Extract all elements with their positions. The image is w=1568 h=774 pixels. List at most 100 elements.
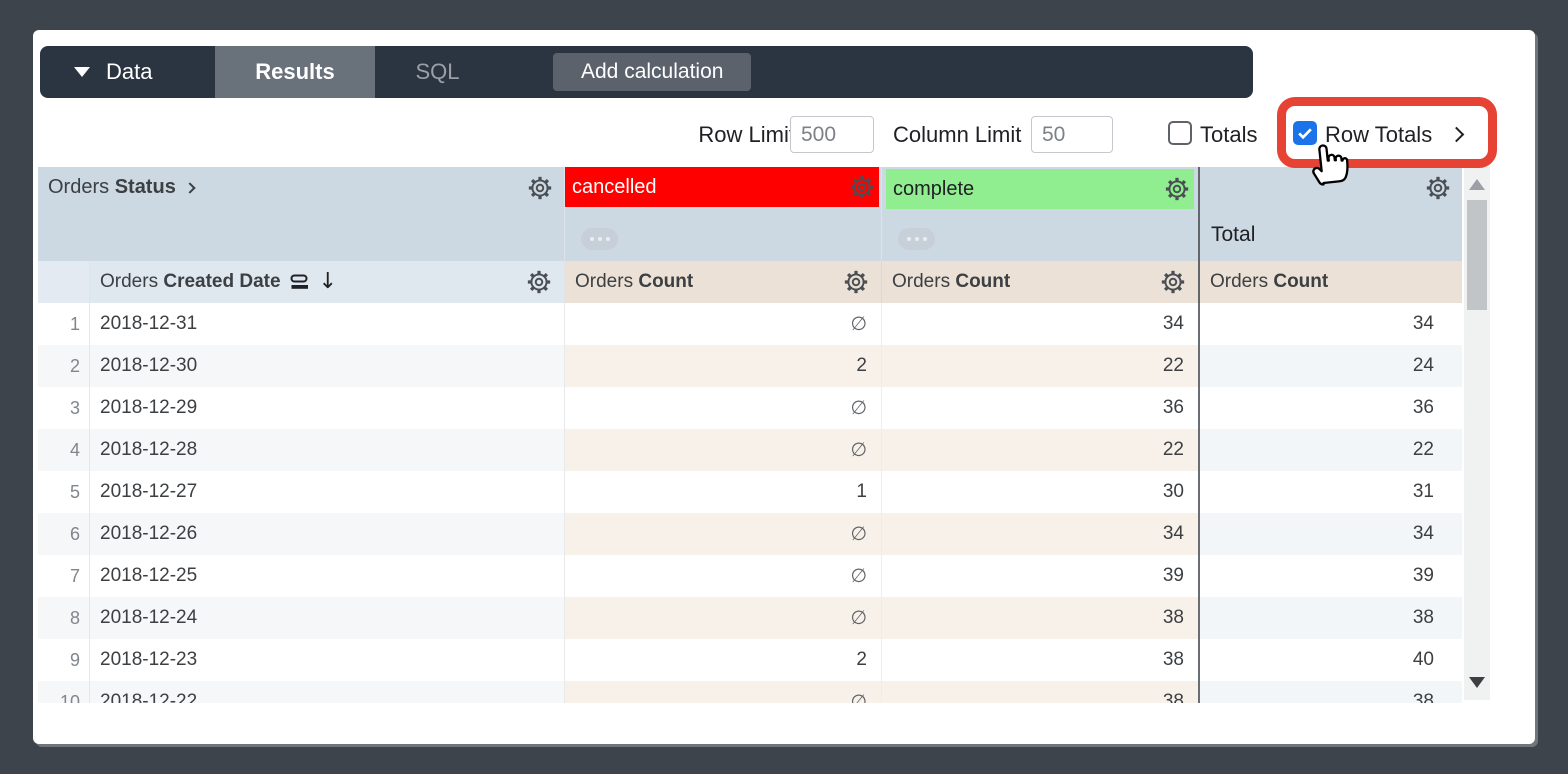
totals-checkbox[interactable] — [1168, 121, 1192, 145]
complete-count-cell[interactable]: 22 — [882, 429, 1200, 471]
complete-count-cell[interactable]: 39 — [882, 555, 1200, 597]
cancelled-count-cell[interactable]: 2 — [565, 345, 882, 387]
cell-value: 2 — [69, 355, 80, 376]
pivot-value-label: complete — [893, 177, 975, 200]
table-row: 4 2018-12-28 ∅ 22 22 — [38, 429, 1490, 471]
gear-icon[interactable] — [1425, 175, 1451, 201]
cell-value: 2018-12-28 — [100, 439, 198, 460]
date-cell[interactable]: 2018-12-31 — [90, 303, 565, 345]
date-cell[interactable]: 2018-12-23 — [90, 639, 565, 681]
row-total-cell[interactable]: 22 — [1200, 429, 1462, 471]
cancelled-count-cell[interactable]: ∅ — [565, 555, 882, 597]
tab-results[interactable]: Results — [215, 46, 375, 98]
group-field-icon — [290, 274, 308, 289]
cancelled-count-cell[interactable]: 2 — [565, 639, 882, 681]
data-section-bar: Data Results SQL Add calculation — [40, 46, 1253, 98]
gear-icon[interactable] — [526, 269, 552, 295]
cancelled-count-cell[interactable]: ∅ — [565, 597, 882, 639]
measure-header-complete[interactable]: Orders Count — [882, 261, 1200, 303]
add-calculation-button[interactable]: Add calculation — [553, 53, 752, 91]
column-limit-input[interactable] — [1031, 116, 1113, 153]
date-cell[interactable]: 2018-12-29 — [90, 387, 565, 429]
date-cell[interactable]: 2018-12-24 — [90, 597, 565, 639]
complete-count-cell[interactable]: 30 — [882, 471, 1200, 513]
date-cell[interactable]: 2018-12-28 — [90, 429, 565, 471]
gear-icon[interactable] — [1160, 269, 1186, 295]
row-totals-chevron-icon[interactable] — [1448, 126, 1465, 143]
row-total-cell[interactable]: 38 — [1200, 597, 1462, 639]
row-total-cell[interactable]: 34 — [1200, 303, 1462, 345]
row-total-cell[interactable]: 34 — [1200, 513, 1462, 555]
complete-count-cell[interactable]: 38 — [882, 639, 1200, 681]
results-table: Orders Status cancelled complete — [38, 167, 1490, 703]
complete-count-cell[interactable]: 22 — [882, 345, 1200, 387]
gear-icon[interactable] — [849, 174, 875, 200]
cell-value: 34 — [1162, 313, 1184, 334]
cell-value: 2018-12-24 — [100, 607, 198, 628]
collapse-caret-icon — [74, 67, 90, 77]
cancelled-count-cell[interactable]: ∅ — [565, 513, 882, 555]
data-section-toggle[interactable]: Data — [40, 46, 215, 98]
table-row: 5 2018-12-27 1 30 31 — [38, 471, 1490, 513]
cell-value: 2018-12-25 — [100, 565, 198, 586]
sort-descending-icon[interactable]: ↓ — [318, 269, 338, 294]
date-cell[interactable]: 2018-12-25 — [90, 555, 565, 597]
row-totals-checkbox[interactable] — [1293, 121, 1317, 145]
table-row: 3 2018-12-29 ∅ 36 36 — [38, 387, 1490, 429]
table-row: 10 2018-12-22 ∅ 38 38 — [38, 681, 1490, 703]
vertical-scrollbar[interactable] — [1464, 167, 1490, 700]
date-cell[interactable]: 2018-12-22 — [90, 681, 565, 703]
pivot-value-cell[interactable]: complete — [886, 169, 1194, 209]
row-total-cell[interactable]: 38 — [1200, 681, 1462, 703]
cancelled-count-cell[interactable]: 1 — [565, 471, 882, 513]
cell-value: 34 — [1412, 523, 1434, 544]
row-total-cell[interactable]: 39 — [1200, 555, 1462, 597]
pivot-field-header[interactable]: Orders Status — [38, 167, 565, 261]
dimension-header[interactable]: Orders Created Date ↓ — [90, 261, 565, 303]
gear-icon[interactable] — [843, 269, 869, 295]
total-column-label: Total — [1211, 223, 1256, 246]
table-row: 2 2018-12-30 2 22 24 — [38, 345, 1490, 387]
row-limit-input[interactable] — [790, 116, 874, 153]
scroll-up-icon[interactable] — [1469, 179, 1485, 190]
complete-count-cell[interactable]: 34 — [882, 303, 1200, 345]
pivot-options-pill[interactable] — [581, 228, 618, 250]
measure-header-total[interactable]: Orders Count — [1200, 261, 1462, 303]
cell-value: 8 — [69, 607, 80, 628]
cell-value: 22 — [1412, 439, 1434, 460]
cell-value: 38 — [1162, 649, 1184, 670]
measure-label: Orders Count — [575, 271, 694, 292]
cancelled-count-cell[interactable]: ∅ — [565, 303, 882, 345]
date-cell[interactable]: 2018-12-27 — [90, 471, 565, 513]
gear-icon[interactable] — [1164, 176, 1190, 202]
row-number-cell: 7 — [38, 555, 90, 597]
cell-value: ∅ — [850, 439, 867, 461]
row-total-cell[interactable]: 36 — [1200, 387, 1462, 429]
pivot-expand-chevron-icon[interactable] — [184, 182, 196, 194]
tab-sql[interactable]: SQL — [415, 59, 460, 84]
cell-value: 39 — [1412, 565, 1434, 586]
scroll-down-icon[interactable] — [1469, 677, 1485, 688]
row-total-cell[interactable]: 40 — [1200, 639, 1462, 681]
cancelled-count-cell[interactable]: ∅ — [565, 681, 882, 703]
pivot-value-cell[interactable]: cancelled — [565, 167, 879, 207]
row-number-cell: 9 — [38, 639, 90, 681]
row-total-cell[interactable]: 24 — [1200, 345, 1462, 387]
measure-header-cancelled[interactable]: Orders Count — [565, 261, 882, 303]
cell-value: ∅ — [850, 691, 867, 703]
complete-count-cell[interactable]: 34 — [882, 513, 1200, 555]
cancelled-count-cell[interactable]: ∅ — [565, 387, 882, 429]
complete-count-cell[interactable]: 38 — [882, 681, 1200, 703]
pivot-options-pill[interactable] — [898, 228, 935, 250]
date-cell[interactable]: 2018-12-26 — [90, 513, 565, 555]
complete-count-cell[interactable]: 36 — [882, 387, 1200, 429]
gear-icon[interactable] — [527, 175, 553, 201]
complete-count-cell[interactable]: 38 — [882, 597, 1200, 639]
cell-value: 2 — [856, 649, 867, 670]
cancelled-count-cell[interactable]: ∅ — [565, 429, 882, 471]
date-cell[interactable]: 2018-12-30 — [90, 345, 565, 387]
scrollbar-thumb[interactable] — [1467, 200, 1487, 310]
table-body: 1 2018-12-31 ∅ 34 34 2 2018-12-30 2 22 24 3 2018-12… — [38, 303, 1490, 703]
row-totals-label: Row Totals — [1325, 121, 1433, 147]
row-total-cell[interactable]: 31 — [1200, 471, 1462, 513]
